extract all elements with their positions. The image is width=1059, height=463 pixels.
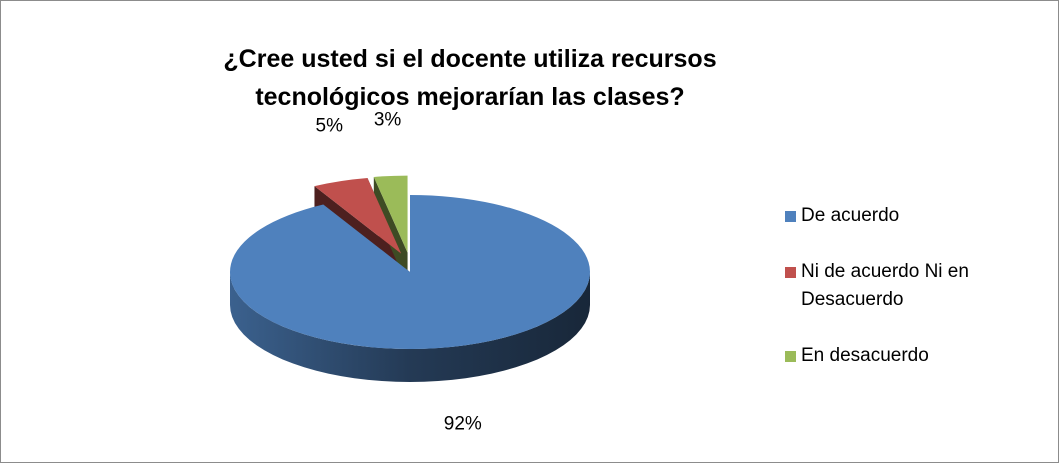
legend: De acuerdo Ni de acuerdo Ni en Desacuerdo… bbox=[785, 202, 985, 398]
legend-swatch bbox=[785, 351, 796, 362]
legend-label: En desacuerdo bbox=[801, 345, 929, 366]
pie-slice bbox=[373, 175, 408, 253]
legend-swatch bbox=[785, 211, 796, 222]
legend-label: Ni de acuerdo Ni en Desacuerdo bbox=[801, 261, 969, 310]
data-label: 92% bbox=[444, 414, 482, 435]
chart-title: ¿Cree usted si el docente utiliza recurs… bbox=[223, 45, 717, 111]
pie-slice bbox=[229, 195, 590, 349]
slice-rim bbox=[230, 272, 590, 382]
legend-item: En desacuerdo bbox=[785, 342, 985, 370]
legend-swatch bbox=[785, 267, 796, 278]
legend-label: De acuerdo bbox=[801, 205, 900, 226]
legend-item: De acuerdo bbox=[785, 202, 985, 230]
data-label: 5% bbox=[316, 116, 344, 137]
legend-item: Ni de acuerdo Ni en Desacuerdo bbox=[785, 258, 985, 314]
pie-slice bbox=[314, 178, 402, 254]
data-label: 3% bbox=[374, 110, 402, 131]
